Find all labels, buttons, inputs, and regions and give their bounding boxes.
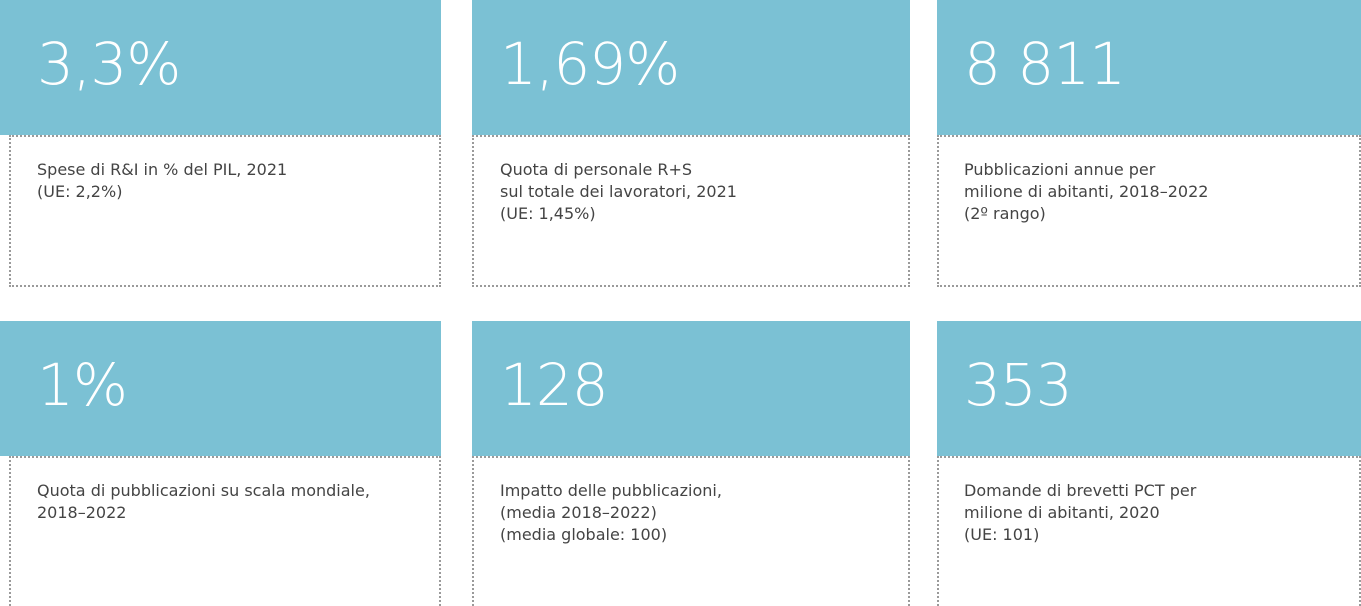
description-line: Domande di brevetti PCT per	[964, 481, 1197, 500]
kpi-card: 3,3% Spese di R&I in % del PIL, 2021 (UE: …	[0, 0, 441, 287]
kpi-value: 353	[937, 321, 1361, 456]
description-line: (media globale: 100)	[500, 525, 668, 544]
kpi-card: 1,69% Quota di personale R+S sul totale de…	[472, 0, 910, 287]
description-line: (UE: 101)	[964, 525, 1040, 544]
kpi-description: Quota di personale R+S sul totale dei lav…	[472, 135, 910, 287]
description-line: (2º rango)	[964, 204, 1046, 223]
kpi-value: 128	[472, 321, 910, 456]
kpi-description: Quota di pubblicazioni su scala mondiale…	[9, 456, 441, 606]
description-line: milione di abitanti, 2020	[964, 503, 1160, 522]
description-line: Quota di personale R+S	[500, 160, 693, 179]
kpi-value: 1%	[0, 321, 441, 456]
kpi-value: 3,3%	[0, 0, 441, 135]
description-line: sul totale dei lavoratori, 2021	[500, 182, 737, 201]
description-line: Pubblicazioni annue per	[964, 160, 1156, 179]
description-line: Quota di pubblicazioni su scala mondiale…	[37, 481, 370, 500]
kpi-description: Pubblicazioni annue per milione di abitan…	[937, 135, 1361, 287]
description-line: Spese di R&I in % del PIL, 2021	[37, 160, 288, 179]
description-line: (UE: 2,2%)	[37, 182, 123, 201]
kpi-value: 8 811	[937, 0, 1361, 135]
kpi-card: 353 Domande di brevetti PCT per milione di…	[937, 321, 1361, 606]
description-line: milione di abitanti, 2018–2022	[964, 182, 1209, 201]
description-line: (media 2018–2022)	[500, 503, 657, 522]
description-line: (UE: 1,45%)	[500, 204, 596, 223]
kpi-description: Domande di brevetti PCT per milione di ab…	[937, 456, 1361, 606]
kpi-description: Spese di R&I in % del PIL, 2021 (UE: 2,2%…	[9, 135, 441, 287]
kpi-description: Impatto delle pubblicazioni, (media 2018–…	[472, 456, 910, 606]
kpi-card: 1% Quota di pubblicazioni su scala mondia…	[0, 321, 441, 606]
kpi-card: 128 Impatto delle pubblicazioni, (media 20…	[472, 321, 910, 606]
kpi-value: 1,69%	[472, 0, 910, 135]
description-line: Impatto delle pubblicazioni,	[500, 481, 722, 500]
kpi-card: 8 811 Pubblicazioni annue per milione di a…	[937, 0, 1361, 287]
description-line: 2018–2022	[37, 503, 127, 522]
